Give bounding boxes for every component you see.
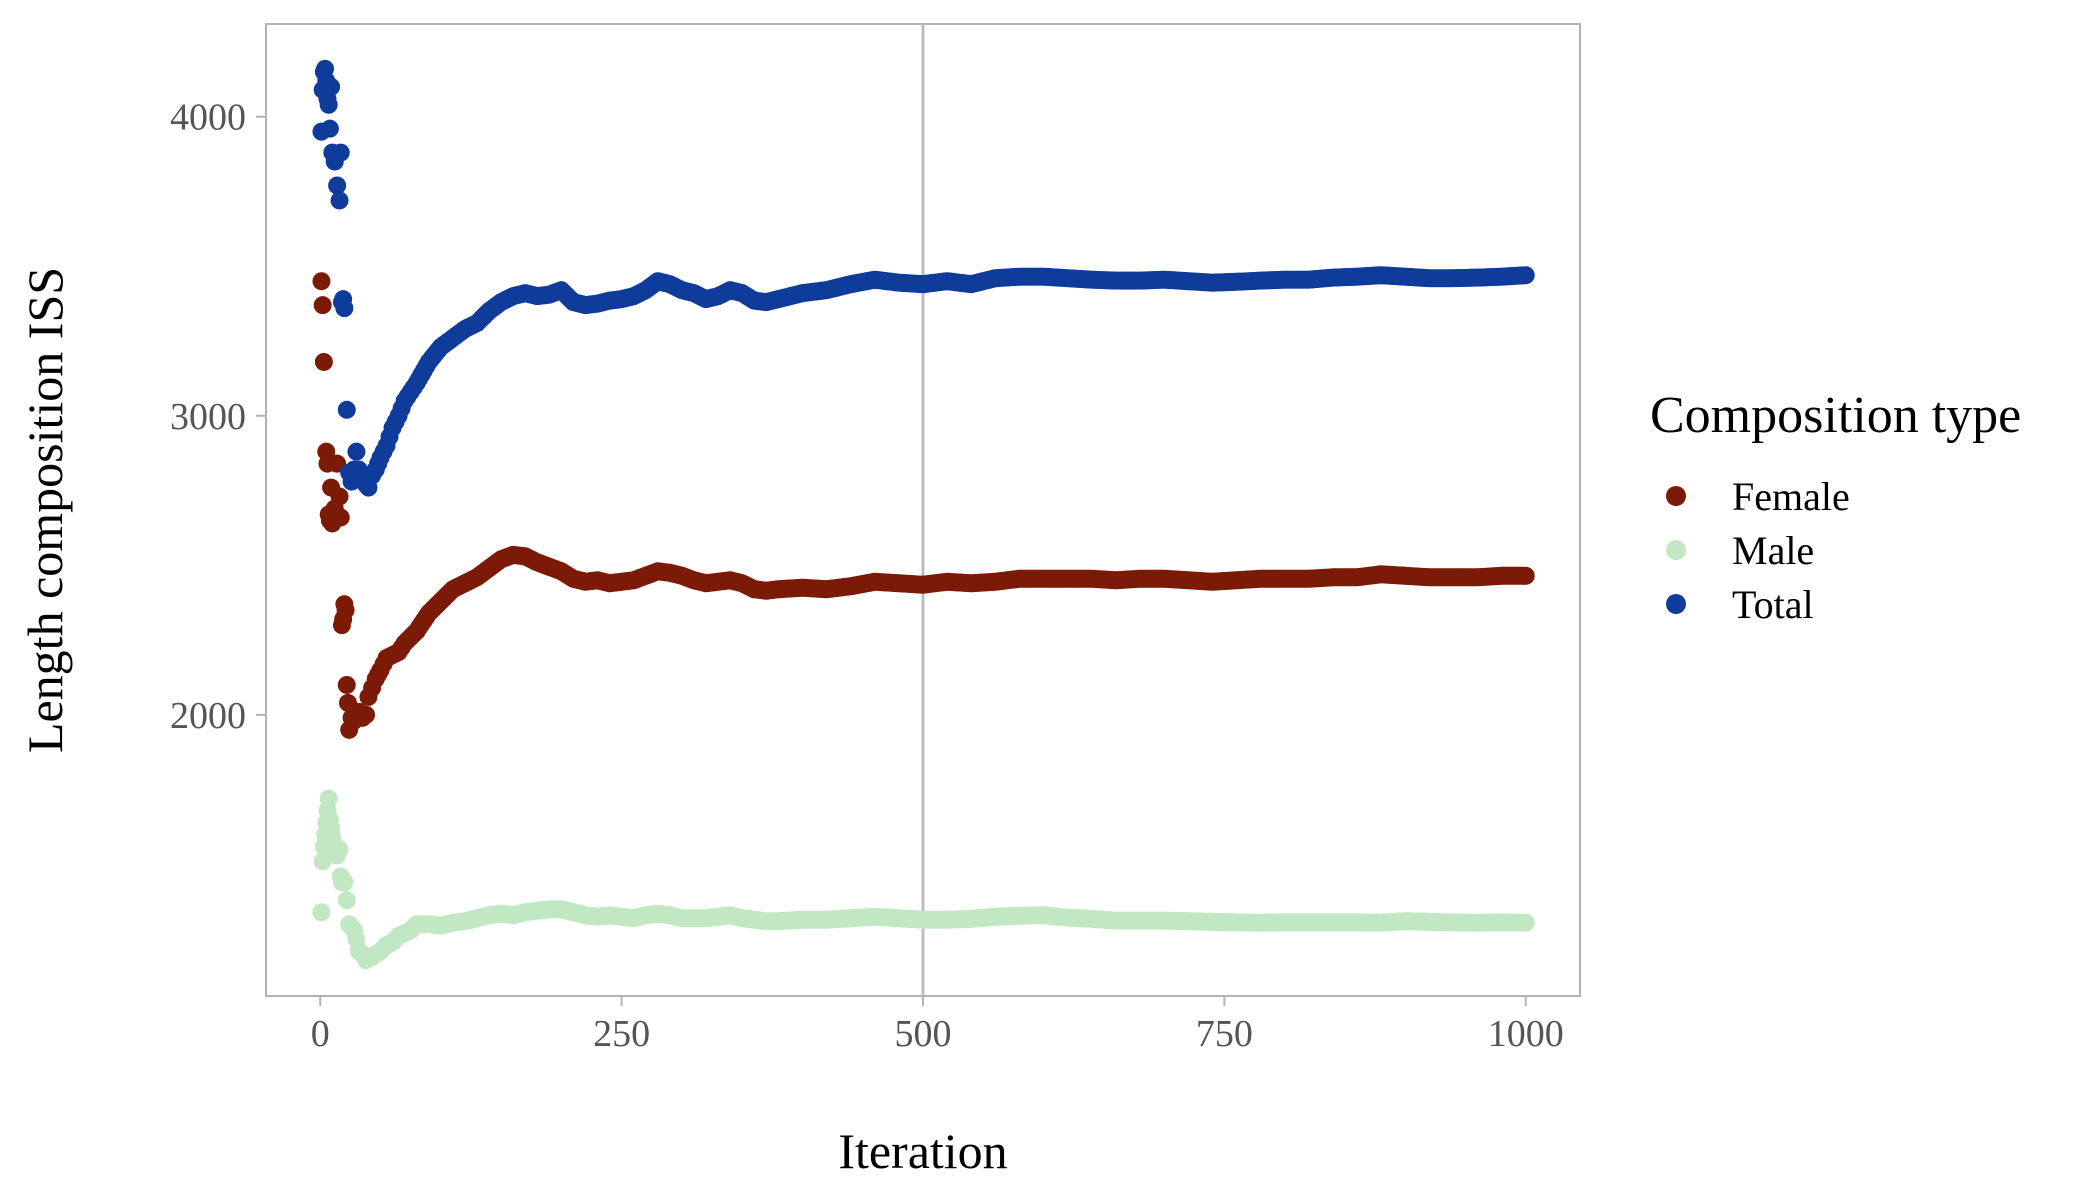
data-point [319, 95, 338, 114]
y-axis: 2000 3000 4000 [170, 97, 266, 737]
data-point [337, 891, 356, 910]
y-tick-label: 4000 [170, 97, 246, 139]
legend-key [1666, 540, 1686, 560]
data-point [330, 191, 349, 210]
data-point [357, 705, 376, 724]
legend-items: Female Male Total [1666, 474, 1850, 627]
data-point [1516, 266, 1535, 285]
x-tick-label: 0 [311, 1013, 330, 1055]
y-tick-label: 3000 [170, 396, 246, 438]
x-tick-label: 500 [895, 1013, 952, 1055]
legend-item-total: Total [1666, 582, 1814, 627]
data-points [312, 59, 1535, 970]
data-point [331, 508, 350, 527]
data-point [314, 352, 333, 371]
x-tick-label: 750 [1196, 1013, 1253, 1055]
data-point [312, 272, 331, 291]
legend-title: Composition type [1650, 387, 2021, 444]
data-point [347, 442, 366, 461]
legend-key [1666, 594, 1686, 614]
data-point [1516, 913, 1535, 932]
x-tick-label: 250 [593, 1013, 650, 1055]
data-point [313, 852, 332, 871]
legend: Composition type Female Male Total [1650, 387, 2021, 627]
data-point [313, 296, 332, 315]
x-axis: 0 250 500 750 1000 [311, 996, 1564, 1055]
data-point [336, 601, 355, 620]
data-point [328, 176, 347, 195]
legend-label: Female [1732, 474, 1850, 519]
legend-item-male: Male [1666, 528, 1814, 573]
legend-key [1666, 486, 1686, 506]
data-point [335, 299, 354, 318]
data-point [330, 840, 349, 859]
legend-label: Total [1732, 582, 1814, 627]
x-tick-label: 1000 [1488, 1013, 1564, 1055]
data-point [319, 789, 338, 808]
data-point [320, 119, 339, 138]
data-point [1516, 566, 1535, 585]
data-point [337, 675, 356, 694]
x-axis-title: Iteration [838, 1123, 1007, 1179]
series-male [312, 789, 1535, 970]
data-point [335, 873, 354, 892]
y-axis-title: Length composition ISS [17, 267, 73, 753]
series-total [312, 59, 1535, 497]
legend-label: Male [1732, 528, 1814, 573]
legend-item-female: Female [1666, 474, 1850, 519]
data-point [330, 487, 349, 506]
data-point [312, 903, 331, 922]
data-point [331, 143, 350, 162]
y-tick-label: 2000 [170, 695, 246, 737]
data-point [337, 400, 356, 419]
series-female [312, 272, 1535, 739]
data-point [322, 77, 341, 96]
